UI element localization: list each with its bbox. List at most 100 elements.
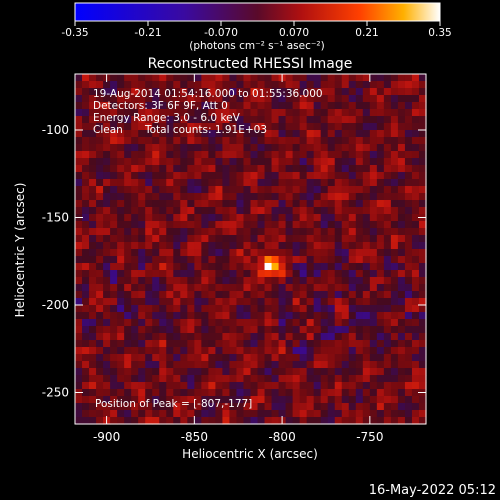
heatmap-cell [138,109,146,117]
heatmap-cell [159,193,167,201]
heatmap-cell [257,284,266,292]
heatmap-cell [215,235,224,243]
heatmap-cell [327,165,336,173]
heatmap-cell [110,137,118,145]
heatmap-cell [271,403,280,411]
heatmap-cell [397,151,406,159]
heatmap-cell [383,242,392,250]
heatmap-cell [110,228,118,236]
heatmap-cell [159,403,167,411]
heatmap-cell [362,102,371,110]
heatmap-cell [243,74,252,82]
heatmap-cell [194,151,202,159]
heatmap-cell [187,137,195,145]
heatmap-cell [159,200,167,208]
heatmap-cell [159,172,167,180]
heatmap-cell [236,389,245,397]
heatmap-cell [369,382,378,390]
heatmap-cell [117,151,125,159]
heatmap-cell [145,207,153,215]
heatmap-cell [82,375,90,383]
heatmap-cell [180,319,188,327]
heatmap-cell [145,291,153,299]
heatmap-cell [201,186,209,194]
heatmap-cell [117,249,125,257]
heatmap-cell [124,102,132,110]
heatmap-cell [257,242,266,250]
heatmap-cell [194,270,202,278]
heatmap-cell [236,151,245,159]
heatmap-cell [243,123,252,131]
heatmap-cell [278,130,287,138]
heatmap-cell [215,291,224,299]
heatmap-cell [89,151,97,159]
heatmap-cell [418,186,427,194]
heatmap-cell [131,179,139,187]
heatmap-cell [355,326,364,334]
heatmap-cell [397,130,406,138]
heatmap-cell [348,305,357,313]
heatmap-cell [313,200,322,208]
heatmap-cell [103,123,111,131]
heatmap-cell [215,284,224,292]
heatmap-cell [208,256,216,264]
heatmap-cell [348,193,357,201]
heatmap-cell [152,410,160,418]
heatmap-cell [348,354,357,362]
heatmap-cell [271,340,280,348]
heatmap-cell [376,102,385,110]
heatmap-cell [334,137,343,145]
heatmap-cell [334,249,343,257]
heatmap-cell [390,221,399,229]
heatmap-cell [152,256,160,264]
heatmap-cell [152,172,160,180]
heatmap-cell [411,256,420,264]
heatmap-cell [411,417,420,425]
heatmap-cell [257,179,266,187]
heatmap-cell [159,130,167,138]
heatmap-cell [355,410,364,418]
heatmap-cell [334,242,343,250]
heatmap-cell [229,389,238,397]
heatmap-cell [334,102,343,110]
heatmap-cell [313,186,322,194]
heatmap-cell [271,277,280,285]
heatmap-cell [397,179,406,187]
heatmap-cell [145,396,153,404]
heatmap-cell [117,228,125,236]
heatmap-cell [82,74,90,82]
heatmap-cell [362,375,371,383]
heatmap-cell [152,207,160,215]
heatmap-cell [418,375,427,383]
heatmap-cell [369,347,378,355]
heatmap-cell [257,193,266,201]
heatmap-cell [159,109,167,117]
heatmap-cell [131,403,139,411]
heatmap-cell [397,95,406,103]
heatmap-cell [236,256,245,264]
heatmap-cell [341,172,350,180]
heatmap-cell [327,354,336,362]
heatmap-cell [306,95,315,103]
heatmap-cell [285,319,294,327]
heatmap-cell [362,249,371,257]
heatmap-cell [103,221,111,229]
heatmap-cell [152,375,160,383]
heatmap-cell [82,326,90,334]
heatmap-cell [138,200,146,208]
heatmap-cell [173,291,181,299]
heatmap-cell [397,361,406,369]
heatmap-cell [271,95,280,103]
heatmap-cell [138,396,146,404]
heatmap-cell [327,340,336,348]
heatmap-cell [369,158,378,166]
heatmap-cell [96,249,104,257]
heatmap-cell [285,382,294,390]
heatmap-cell [376,151,385,159]
heatmap-cell [334,193,343,201]
heatmap-cell [222,263,231,271]
heatmap-cell [215,200,224,208]
heatmap-cell [243,165,252,173]
heatmap-cell [110,88,118,96]
heatmap-cell [411,130,420,138]
